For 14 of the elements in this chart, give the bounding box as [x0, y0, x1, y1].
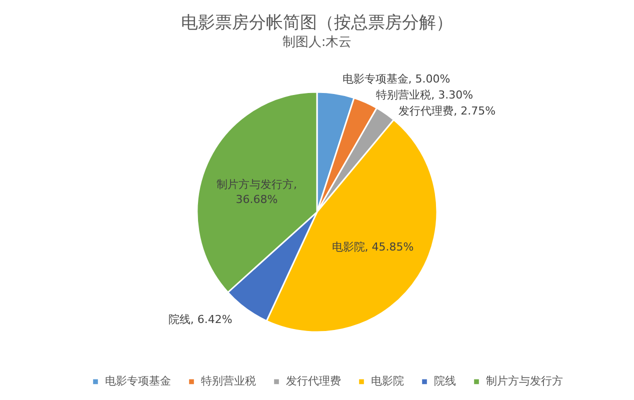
data-label: 发行代理费, 2.75% [398, 104, 496, 118]
data-label: 特别营业税, 3.30% [376, 88, 474, 102]
data-label: 电影院, 45.85% [332, 240, 414, 254]
legend-label: 特别营业税 [201, 374, 256, 388]
data-label: 制片方与发行方, 36.68% [216, 178, 297, 206]
data-label: 院线, 6.42% [168, 312, 232, 326]
legend-label: 制片方与发行方 [486, 374, 563, 388]
legend-label: 发行代理费 [286, 374, 341, 388]
chart-title: 电影票房分帐简图（按总票房分解） [181, 13, 453, 33]
chart-subtitle: 制图人:木云 [282, 35, 352, 50]
legend-label: 院线 [434, 374, 456, 388]
legend-label: 电影专项基金 [105, 374, 171, 388]
data-label: 电影专项基金, 5.00% [342, 72, 450, 86]
legend-label: 电影院 [371, 374, 404, 388]
